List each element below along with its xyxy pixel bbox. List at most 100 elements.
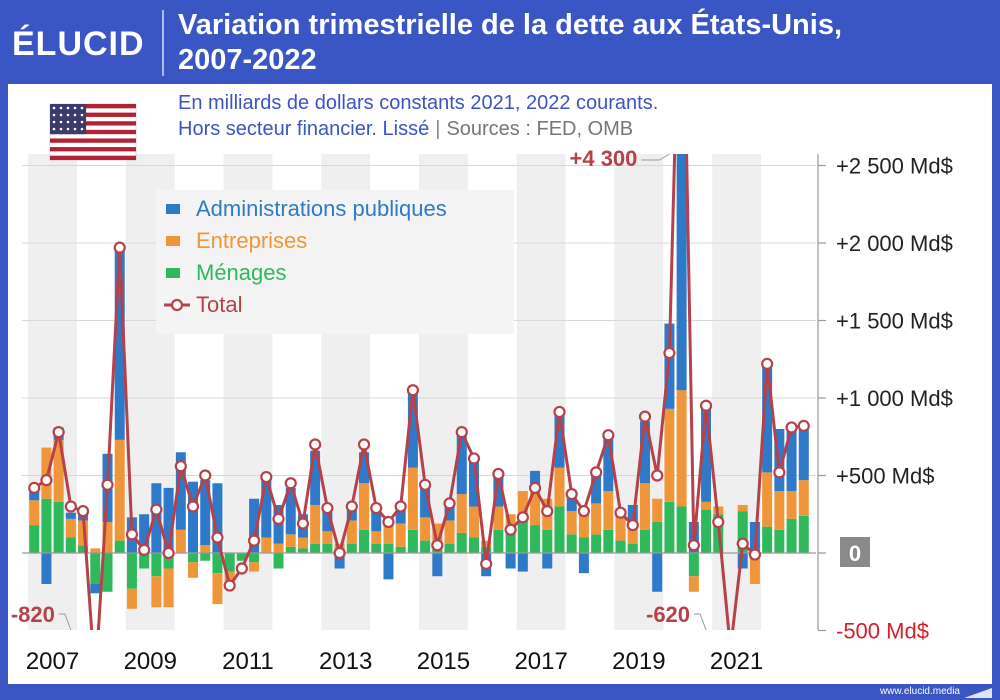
annotation-leader-0 bbox=[641, 153, 670, 161]
bar-hh-18 bbox=[249, 553, 260, 563]
chart-subtitle: En milliards de dollars constants 2021, … bbox=[178, 90, 938, 142]
chart-panel: +4 300 -820 -620 Administrations publiques… bbox=[8, 84, 992, 684]
total-marker-31 bbox=[406, 384, 419, 397]
bar-gov-25 bbox=[334, 553, 345, 569]
bar-ent-22 bbox=[297, 537, 308, 549]
bar-ent-62 bbox=[786, 491, 797, 519]
flag-stripe bbox=[50, 121, 136, 126]
bar-hh-43 bbox=[554, 506, 565, 553]
bar-ent-20 bbox=[273, 543, 284, 553]
bar-hh-21 bbox=[285, 546, 296, 553]
total-marker-63 bbox=[797, 419, 810, 432]
bar-ent-53 bbox=[676, 390, 687, 507]
total-marker-30 bbox=[394, 500, 407, 513]
bar-gov-47 bbox=[603, 436, 614, 491]
bar-ent-4 bbox=[78, 520, 89, 546]
flag-star bbox=[59, 113, 63, 117]
bar-hh-32 bbox=[420, 540, 431, 553]
total-marker-59 bbox=[748, 548, 762, 561]
bar-gov-1 bbox=[41, 553, 52, 584]
bar-gov-53 bbox=[676, 154, 687, 391]
bar-ent-21 bbox=[285, 534, 296, 547]
x-tick-label-2015: 2015 bbox=[417, 648, 470, 675]
total-marker-20 bbox=[272, 512, 285, 525]
bar-gov-62 bbox=[786, 429, 797, 491]
total-marker-54 bbox=[687, 539, 700, 552]
bar-gov-7 bbox=[114, 246, 125, 440]
bar-gov-3 bbox=[65, 512, 76, 519]
bar-hh-52 bbox=[664, 501, 675, 553]
bar-hh-53 bbox=[676, 506, 687, 553]
flag-star bbox=[66, 106, 70, 110]
bar-ent-33 bbox=[432, 523, 443, 547]
bar-hh-17 bbox=[236, 553, 247, 561]
bar-ent-30 bbox=[395, 523, 406, 547]
total-marker-29 bbox=[382, 515, 395, 529]
us-flag-icon bbox=[49, 103, 137, 161]
total-marker-9 bbox=[138, 543, 151, 556]
bar-gov-9 bbox=[139, 514, 150, 553]
bar-ent-29 bbox=[383, 520, 394, 544]
total-marker-34 bbox=[443, 497, 456, 510]
bar-ent-25 bbox=[334, 543, 345, 549]
total-marker-1 bbox=[40, 474, 53, 487]
bar-gov-15 bbox=[212, 483, 223, 553]
subtitle-line-1: En milliards de dollars constants 2021, … bbox=[178, 92, 659, 114]
bar-hh-45 bbox=[578, 537, 589, 553]
flag-star bbox=[80, 113, 84, 117]
bar-ent-26 bbox=[346, 520, 357, 544]
flag-stripe bbox=[50, 112, 136, 117]
bar-ent-54 bbox=[688, 576, 699, 592]
bar-ent-13 bbox=[188, 562, 199, 578]
bar-hh-14 bbox=[200, 553, 211, 561]
subtitle-separator: | bbox=[435, 118, 441, 140]
bar-hh-11 bbox=[163, 553, 174, 569]
header-divider bbox=[162, 10, 164, 76]
bottom-mask bbox=[8, 630, 992, 684]
bar-hh-2 bbox=[53, 501, 64, 553]
bar-gov-24 bbox=[322, 508, 333, 532]
total-marker-22 bbox=[296, 517, 310, 530]
bar-hh-20 bbox=[273, 553, 284, 569]
bar-gov-45 bbox=[578, 553, 589, 574]
legend-swatch-0 bbox=[166, 204, 180, 214]
chart-title-line-1: Variation trimestrielle de la dette aux … bbox=[178, 9, 842, 41]
x-tick-label-2011: 2011 bbox=[222, 648, 274, 675]
total-marker-13 bbox=[186, 500, 200, 513]
bar-ent-43 bbox=[554, 467, 565, 507]
bar-hh-42 bbox=[542, 529, 553, 553]
bar-hh-34 bbox=[444, 543, 455, 553]
elucid-logo[interactable]: ÉLUCID bbox=[12, 25, 145, 63]
bar-gov-31 bbox=[407, 390, 418, 468]
total-marker-52 bbox=[663, 346, 676, 360]
chart-title: Variation trimestrielle de la dette aux … bbox=[178, 8, 988, 78]
bar-ent-49 bbox=[627, 528, 638, 544]
bar-ent-15 bbox=[212, 573, 223, 605]
bar-hh-7 bbox=[114, 540, 125, 553]
bar-ent-23 bbox=[310, 504, 321, 544]
bar-ent-59 bbox=[749, 553, 760, 584]
bar-ent-47 bbox=[603, 491, 614, 530]
bar-ent-19 bbox=[261, 537, 272, 553]
footer-url-link[interactable]: www.elucid.media bbox=[879, 686, 960, 697]
bar-ent-8 bbox=[126, 588, 137, 609]
bar-hh-54 bbox=[688, 553, 699, 577]
bar-ent-45 bbox=[578, 514, 589, 538]
bar-ent-28 bbox=[371, 531, 382, 544]
bar-hh-1 bbox=[41, 498, 52, 553]
total-marker-6 bbox=[101, 478, 114, 491]
bar-hh-50 bbox=[639, 529, 650, 553]
legend-label-0: Administrations publiques bbox=[196, 196, 447, 221]
bar-gov-27 bbox=[359, 452, 370, 484]
bar-hh-47 bbox=[603, 529, 614, 553]
total-marker-26 bbox=[345, 500, 358, 513]
total-marker-16 bbox=[223, 579, 236, 592]
total-marker-40 bbox=[516, 511, 529, 524]
bar-ent-52 bbox=[664, 408, 675, 502]
bar-hh-51 bbox=[652, 522, 663, 553]
bar-hh-36 bbox=[468, 537, 479, 553]
bar-gov-40 bbox=[517, 553, 528, 572]
bar-gov-58 bbox=[737, 553, 748, 569]
total-marker-36 bbox=[467, 452, 481, 465]
bar-hh-30 bbox=[395, 546, 406, 553]
